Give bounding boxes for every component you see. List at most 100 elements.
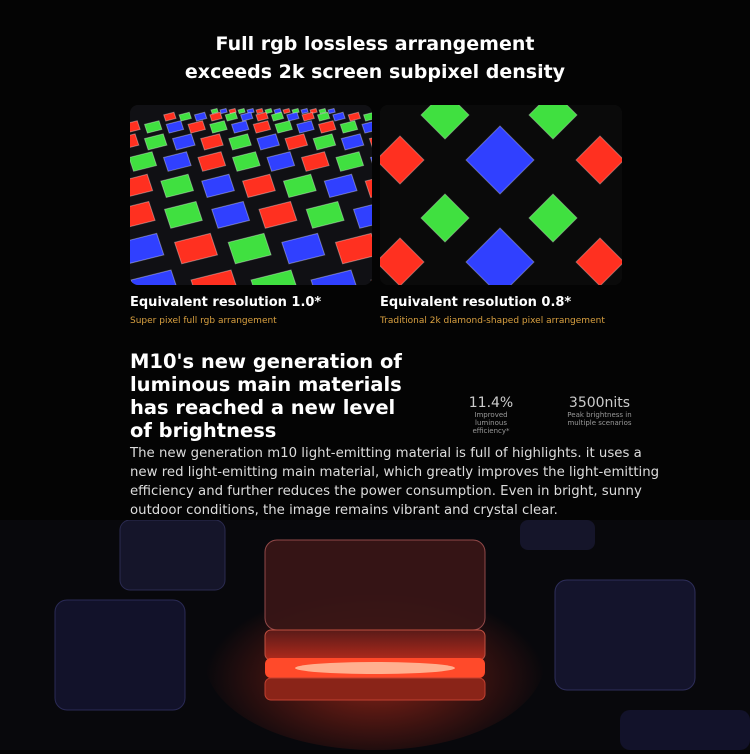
rgb-subpixel — [281, 232, 326, 265]
rgb-subpixel — [130, 173, 154, 197]
subcaption-right: Traditional 2k diamond-shaped pixel arra… — [380, 316, 605, 326]
rgb-subpixel — [301, 111, 316, 122]
rgb-subpixel — [197, 151, 227, 172]
caption-left: Equivalent resolution 1.0* — [130, 295, 322, 310]
diamond-subpixel — [465, 125, 535, 195]
diamond-subpixel — [465, 227, 535, 285]
rgb-subpixel — [171, 133, 196, 151]
rgb-subpixel — [317, 120, 337, 134]
rgb-subpixel — [241, 173, 276, 199]
rgb-subpixel — [239, 111, 254, 122]
rgb-subpixel — [284, 133, 309, 151]
diamond-subpixel — [528, 105, 578, 140]
caption-right: Equivalent resolution 0.8* — [380, 295, 572, 310]
rgb-subpixel — [219, 107, 228, 115]
rgb-subpixel — [190, 269, 237, 285]
rgb-subpixel — [369, 156, 372, 164]
rgb-arrangement-image — [130, 105, 372, 285]
rgb-subpixel — [230, 120, 250, 134]
rgb-subpixel — [130, 200, 156, 228]
rgb-subpixel — [282, 107, 291, 115]
rgb-subpixel — [130, 151, 158, 172]
rgb-subpixel — [143, 133, 168, 151]
stat-efficiency: 11.4% Improved luminous efficiency* — [468, 395, 514, 435]
rgb-subpixel — [187, 120, 207, 134]
rgb-subpixel — [310, 269, 357, 285]
rgb-subpixel — [270, 111, 285, 122]
rgb-subpixel — [255, 107, 264, 115]
rgb-subpixel — [227, 232, 272, 265]
rgb-subpixel — [347, 111, 362, 122]
diamond-subpixel — [420, 105, 470, 140]
rgb-subpixel — [266, 151, 296, 172]
rgb-subpixel — [334, 232, 372, 265]
rgb-subpixel — [282, 173, 317, 199]
rgb-subpixel — [362, 112, 372, 122]
rgb-subpixel — [246, 107, 255, 115]
rgb-subpixel — [335, 151, 365, 172]
diamond-subpixel — [420, 193, 470, 243]
rgb-subpixel — [361, 121, 372, 134]
rgb-subpixel — [193, 111, 208, 122]
rgb-subpixel — [143, 120, 163, 134]
rgb-subpixel — [231, 151, 261, 172]
rgb-subpixel — [316, 111, 331, 122]
feature-description: The new generation m10 light-emitting ma… — [130, 446, 660, 518]
feature-heading: M10's new generation of luminous main ma… — [130, 350, 402, 442]
rgb-subpixel — [309, 107, 318, 115]
rgb-subpixel — [352, 204, 372, 229]
rgb-subpixel — [312, 133, 337, 151]
rgb-subpixel — [178, 111, 193, 122]
rgb-subpixel — [228, 107, 237, 115]
rgb-subpixel — [291, 107, 300, 115]
diamond-subpixel — [528, 193, 578, 243]
rgb-subpixel — [273, 107, 282, 115]
rgb-subpixel — [201, 173, 236, 199]
subcaption-left: Super pixel full rgb arrangement — [130, 316, 277, 326]
rgb-subpixel — [163, 200, 203, 229]
diamond-arrangement-image — [380, 105, 622, 285]
rgb-subpixel — [274, 120, 294, 134]
rgb-subpixel — [130, 133, 140, 148]
diamond-subpixel — [575, 135, 622, 185]
rgb-subpixel — [130, 269, 177, 285]
rgb-subpixel — [256, 133, 281, 151]
rgb-subpixel — [368, 137, 372, 148]
rgb-subpixel — [130, 120, 141, 133]
rgb-subpixel — [173, 232, 219, 265]
rgb-subpixel — [209, 111, 223, 122]
rgb-subpixel — [327, 107, 336, 115]
rgb-subpixel — [340, 133, 365, 151]
rgb-subpixel — [286, 111, 300, 122]
rgb-subpixel — [163, 111, 177, 122]
rgb-subpixel — [318, 107, 327, 115]
rgb-subpixel — [160, 173, 195, 199]
rgb-subpixel — [300, 151, 330, 172]
rgb-subpixel — [323, 173, 358, 199]
rgb-subpixel — [332, 111, 346, 122]
page-title: Full rgb lossless arrangement exceeds 2k… — [184, 33, 566, 83]
diamond-subpixel — [380, 135, 425, 185]
stat-brightness: 3500nits Peak brightness in multiple sce… — [567, 395, 632, 427]
rgb-subpixel — [162, 151, 192, 172]
rgb-subpixel — [252, 120, 272, 134]
rgb-subpixel — [258, 200, 298, 229]
rgb-subpixel — [339, 120, 359, 134]
rgb-subpixel — [165, 120, 185, 134]
rgb-subpixel — [200, 133, 224, 151]
rgb-subpixel — [364, 178, 372, 199]
rgb-subpixel — [130, 232, 165, 264]
rgb-subpixel — [300, 107, 309, 115]
rgb-subpixel — [228, 133, 252, 151]
diamond-subpixel — [575, 237, 622, 285]
rgb-subpixel — [224, 111, 239, 122]
luminous-material-illustration — [0, 519, 750, 750]
rgb-subpixel — [210, 107, 219, 115]
rgb-subpixel — [296, 120, 315, 134]
rgb-subpixel — [237, 107, 246, 115]
diamond-subpixel — [380, 237, 425, 285]
rgb-subpixel — [255, 111, 269, 122]
rgb-subpixel — [211, 200, 251, 229]
rgb-subpixel — [305, 200, 345, 229]
rgb-subpixel — [209, 120, 228, 134]
